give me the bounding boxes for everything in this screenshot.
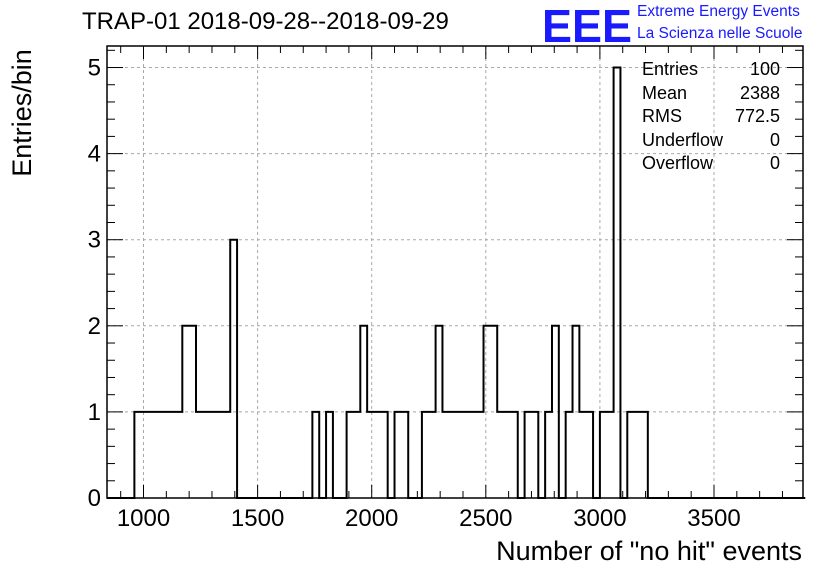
x-tick-label: 3000 bbox=[573, 505, 626, 532]
y-tick-label: 4 bbox=[88, 141, 101, 168]
stats-value: 0 bbox=[769, 129, 780, 150]
y-tick-label: 2 bbox=[88, 313, 101, 340]
y-tick-label: 0 bbox=[88, 485, 101, 512]
y-tick-label: 5 bbox=[88, 55, 101, 82]
y-tick-label: 1 bbox=[88, 399, 101, 426]
x-tick-label: 1500 bbox=[231, 505, 284, 532]
x-tick-label: 3500 bbox=[687, 505, 740, 532]
chart-title: TRAP-01 2018-09-28--2018-09-29 bbox=[82, 8, 449, 35]
stats-row-mean: Mean 2388 bbox=[642, 82, 780, 106]
logo-text: EEE bbox=[542, 2, 632, 46]
eee-logo: EEE bbox=[542, 2, 632, 46]
stats-label: Overflow bbox=[642, 153, 714, 173]
stats-box: Entries 100 Mean 2388 RMS 772.5 Underflo… bbox=[642, 58, 780, 176]
x-tick-label: 1000 bbox=[117, 505, 170, 532]
stats-value: 772.5 bbox=[734, 106, 780, 126]
stats-value: 0 bbox=[769, 153, 780, 173]
logo-line-1: Extreme Energy Events bbox=[637, 3, 800, 20]
stats-label: Underflow bbox=[642, 129, 724, 150]
x-tick-label: 2500 bbox=[459, 505, 512, 532]
stats-row-underflow: Underflow 0 bbox=[642, 129, 780, 153]
stats-label: Mean bbox=[642, 82, 688, 103]
stats-row-overflow: Overflow 0 bbox=[642, 152, 780, 176]
x-tick-label: 2000 bbox=[345, 505, 398, 532]
stats-label: Entries bbox=[642, 59, 699, 79]
plot-frame bbox=[106, 45, 804, 499]
stats-label: RMS bbox=[642, 106, 682, 126]
y-tick-label: 3 bbox=[88, 227, 101, 254]
x-axis-label: Number of "no hit" events bbox=[496, 536, 802, 566]
stats-row-rms: RMS 772.5 bbox=[642, 105, 780, 129]
stats-value: 100 bbox=[749, 59, 780, 79]
y-axis-label: Entries/bin bbox=[7, 49, 37, 177]
stats-row-entries: Entries 100 bbox=[642, 58, 780, 82]
stats-value: 2388 bbox=[739, 82, 780, 103]
logo-line-2: La Scienza nelle Scuole bbox=[637, 25, 803, 42]
